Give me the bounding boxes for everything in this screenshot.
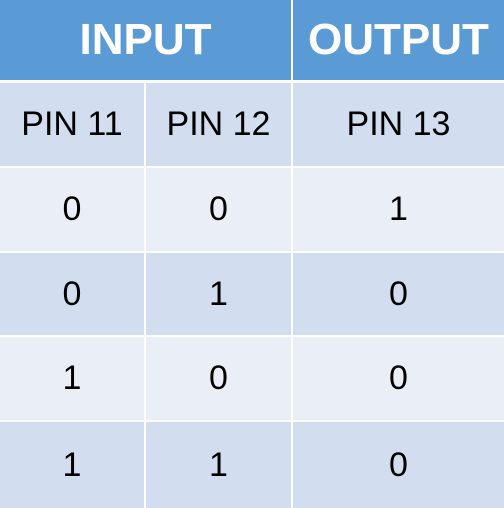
- table-cell: 1: [146, 422, 293, 508]
- table-cell: 0: [0, 168, 146, 253]
- table-cell: 0: [293, 422, 504, 508]
- table-cell: 1: [0, 337, 146, 422]
- output-group-header: OUTPUT: [293, 0, 504, 83]
- table-cell: 0: [293, 253, 504, 337]
- table-cell: 1: [146, 253, 293, 337]
- table-cell: 1: [293, 168, 504, 253]
- column-header-pin-11: PIN 11: [0, 83, 146, 168]
- column-header-pin-13: PIN 13: [293, 83, 504, 168]
- table-cell: 0: [0, 253, 146, 337]
- input-group-header: INPUT: [0, 0, 293, 83]
- table-cell: 0: [293, 337, 504, 422]
- table-cell: 0: [146, 168, 293, 253]
- table-cell: 0: [146, 337, 293, 422]
- table-cell: 1: [0, 422, 146, 508]
- column-header-pin-12: PIN 12: [146, 83, 293, 168]
